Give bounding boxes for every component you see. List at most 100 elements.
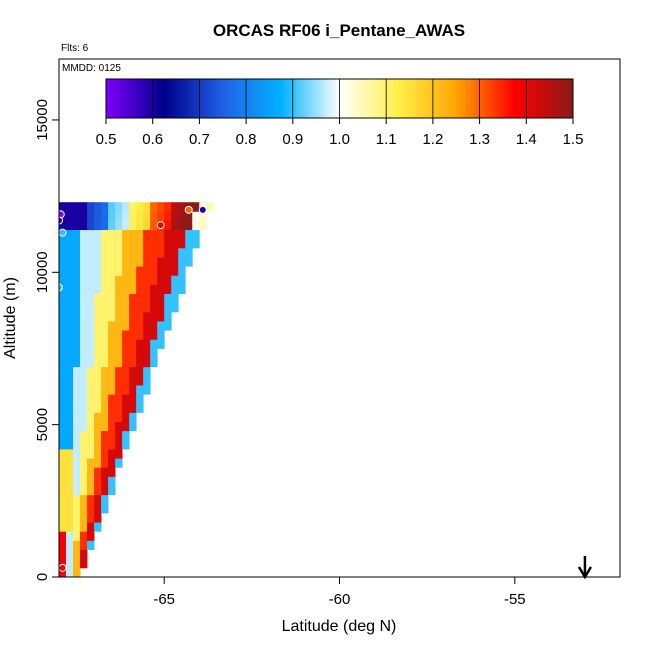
heatmap-cell xyxy=(87,503,95,514)
heatmap-cell xyxy=(66,531,74,541)
heatmap-cell xyxy=(171,293,179,304)
colorbar-segment xyxy=(222,79,227,118)
heatmap-cell xyxy=(115,311,123,322)
colorbar-segment xyxy=(106,79,110,118)
colorbar-segment xyxy=(372,79,377,118)
heatmap-cell xyxy=(101,238,109,249)
heatmap-cell xyxy=(122,257,130,267)
heatmap-cells xyxy=(59,202,214,577)
colorbar-segment xyxy=(236,79,240,118)
heatmap-cell xyxy=(73,257,81,267)
colorbar-segment xyxy=(172,79,177,118)
heatmap-cell xyxy=(115,211,123,221)
colorbar-segment xyxy=(229,79,234,118)
heatmap-cell xyxy=(108,211,116,221)
colorbar-segment xyxy=(456,79,461,118)
heatmap-cell xyxy=(101,439,109,450)
x-tick-label: -65 xyxy=(153,591,175,608)
heatmap-cell xyxy=(66,293,74,304)
heatmap-cell xyxy=(129,321,137,331)
heatmap-cell xyxy=(66,247,74,258)
heatmap-cell xyxy=(87,485,95,496)
heatmap-cell xyxy=(59,357,67,368)
heatmap-cell xyxy=(66,366,74,377)
colorbar: 0.5 0.6 0.7 0.8 0.9 1.0 1.1 1.2 1.3 1.4 1.5 xyxy=(96,78,583,148)
heatmap-cell xyxy=(80,439,88,450)
colorbar-segment xyxy=(512,79,517,118)
heatmap-cell xyxy=(87,302,95,313)
colorbar-segment xyxy=(429,79,434,118)
colorbar-segment xyxy=(246,79,250,118)
heatmap-cell xyxy=(66,458,74,468)
heatmap-cell xyxy=(122,284,130,295)
heatmap-cell xyxy=(143,238,151,249)
colorbar-segment xyxy=(146,79,150,118)
heatmap-cell xyxy=(199,220,207,231)
heatmap-cell xyxy=(115,275,123,285)
heatmap-cell xyxy=(73,339,81,349)
colorbar-segment xyxy=(232,79,237,118)
heatmap-cell xyxy=(108,247,116,258)
heatmap-cell xyxy=(122,220,130,231)
colorbar-segment xyxy=(416,79,421,118)
colorbar-segment xyxy=(419,79,424,118)
colorbar-segment xyxy=(169,79,174,118)
heatmap-cell xyxy=(136,311,144,322)
colorbar-segment xyxy=(156,79,160,118)
heatmap-cell xyxy=(66,257,74,267)
heatmap-cell xyxy=(122,311,130,322)
heatmap-cell xyxy=(115,238,123,249)
heatmap-cell xyxy=(73,403,81,413)
heatmap-cell xyxy=(108,202,116,212)
heatmap-cell xyxy=(136,339,144,349)
heatmap-cell xyxy=(115,366,123,377)
heatmap-cell xyxy=(150,220,158,231)
y-axis: 0 5000 10000 15000 xyxy=(34,99,59,581)
colorbar-segment xyxy=(199,79,204,118)
colorbar-segment xyxy=(176,79,180,118)
heatmap-cell xyxy=(108,412,116,422)
heatmap-cell xyxy=(66,567,74,577)
colorbar-tick-label: 1.1 xyxy=(376,131,397,148)
heatmap-cell xyxy=(136,302,144,313)
colorbar-segment xyxy=(469,79,474,118)
heatmap-cell xyxy=(59,321,67,331)
heatmap-cell xyxy=(164,257,172,267)
heatmap-cell xyxy=(101,348,109,359)
heatmap-cell xyxy=(80,339,88,349)
colorbar-segment xyxy=(386,79,391,118)
colorbar-segment xyxy=(442,79,447,118)
colorbar-segment xyxy=(216,79,220,118)
heatmap-cell xyxy=(192,229,200,240)
heatmap-cell xyxy=(101,211,109,221)
heatmap-cell xyxy=(122,403,130,413)
heatmap-cell xyxy=(115,421,123,432)
colorbar-segment xyxy=(162,79,167,118)
heatmap-cell xyxy=(136,211,144,221)
heatmap-cell xyxy=(94,357,102,368)
heatmap-cell xyxy=(66,220,74,231)
x-tick-label: -60 xyxy=(329,591,351,608)
heatmap-cell xyxy=(80,394,88,404)
heatmap-cell xyxy=(115,430,123,441)
colorbar-tick-label: 0.5 xyxy=(96,131,117,148)
colorbar-segment xyxy=(556,79,561,118)
colorbar-segment xyxy=(329,79,334,118)
colorbar-segment xyxy=(446,79,451,118)
heatmap-cell xyxy=(59,421,67,432)
heatmap-cell xyxy=(66,503,74,514)
heatmap-cell xyxy=(80,202,88,212)
down-arrow-icon xyxy=(577,556,593,580)
heatmap-cell xyxy=(80,375,88,386)
colorbar-segment xyxy=(479,79,484,118)
colorbar-segment xyxy=(502,79,507,118)
heatmap-cell xyxy=(171,211,179,221)
x-tick-label: -55 xyxy=(504,591,526,608)
colorbar-segment xyxy=(256,79,260,118)
heatmap-cell xyxy=(73,284,81,295)
heatmap-cell xyxy=(108,275,116,285)
heatmap-cell xyxy=(87,311,95,322)
colorbar-segment xyxy=(276,79,280,118)
heatmap-cell xyxy=(157,211,165,221)
